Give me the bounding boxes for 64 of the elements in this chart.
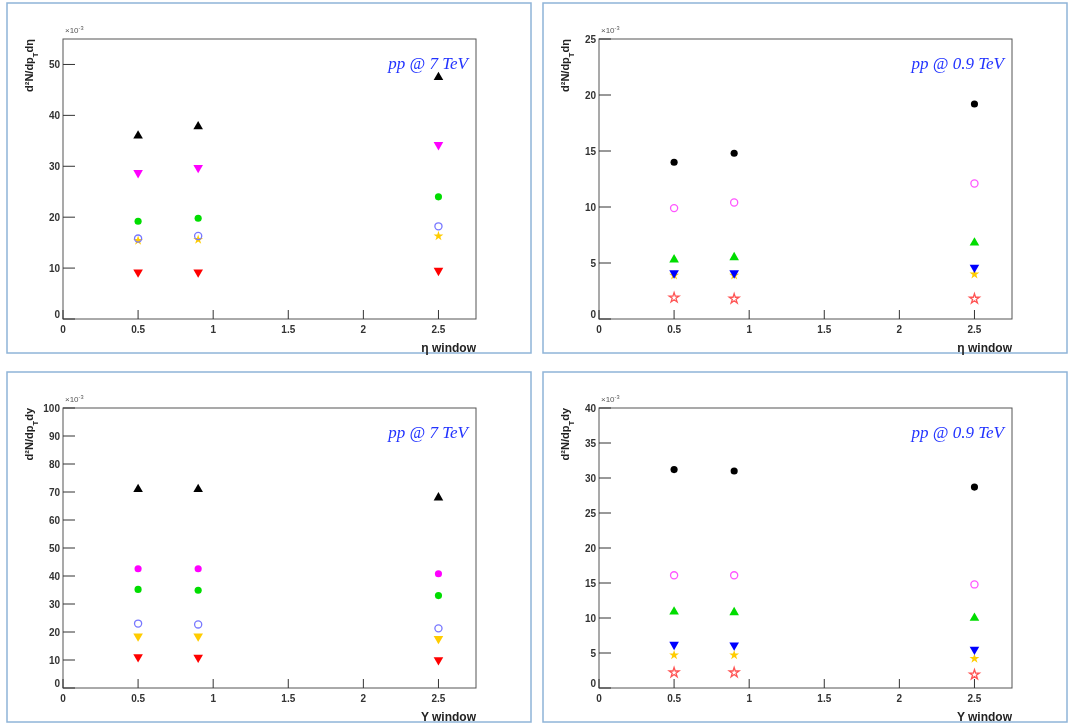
y-tick-label: 10 bbox=[584, 201, 597, 213]
x-tick-label: 1 bbox=[210, 693, 217, 704]
y-tick-label: 60 bbox=[48, 514, 61, 526]
x-tick-label: 1 bbox=[210, 324, 217, 335]
text: ×10$^{-3}$ bbox=[601, 25, 620, 35]
x-tick-label: 0.5 bbox=[131, 693, 146, 704]
y-tick-label: 40 bbox=[584, 402, 597, 414]
y-tick-label: 10 bbox=[584, 612, 597, 624]
text: ×10$^{-3}$ bbox=[601, 394, 620, 404]
annotation: pp @ 0.9 TeV bbox=[910, 423, 1007, 442]
y-tick-label: 100 bbox=[43, 402, 61, 414]
x-tick-label: 2 bbox=[360, 324, 367, 335]
x-tick-label: 2.5 bbox=[967, 324, 982, 335]
x-tick-label: 2 bbox=[360, 693, 367, 704]
y-tick-label: 50 bbox=[48, 542, 61, 554]
x-axis-title: Y window bbox=[420, 710, 477, 724]
y-tick-label: 30 bbox=[48, 160, 61, 172]
x-tick-label: 1 bbox=[746, 693, 753, 704]
x-tick-label: 1.5 bbox=[281, 693, 296, 704]
y-tick-label: 35 bbox=[584, 437, 597, 449]
y-tick-label: 0 bbox=[54, 678, 61, 689]
y-tick-label: 20 bbox=[48, 626, 61, 638]
y-tick-label: 5 bbox=[590, 647, 597, 659]
y-tick-label: 15 bbox=[584, 577, 597, 589]
x-tick-label: 1.5 bbox=[817, 324, 832, 335]
x-tick-label: 1.5 bbox=[281, 324, 296, 335]
x-axis-title: Y window bbox=[956, 710, 1013, 724]
y-tick-label: 20 bbox=[584, 542, 597, 554]
text: ×10$^{-3}$ bbox=[65, 394, 84, 404]
y-tick-label: 0 bbox=[590, 309, 597, 320]
y-tick-label: 15 bbox=[584, 145, 597, 157]
annotation: pp @ 0.9 TeV bbox=[910, 54, 1007, 73]
y-tick-label: 0 bbox=[54, 309, 61, 320]
y-tick-label: 30 bbox=[48, 598, 61, 610]
y-tick-label: 25 bbox=[584, 33, 597, 45]
y-tick-label: 30 bbox=[584, 472, 597, 484]
x-tick-label: 0.5 bbox=[667, 324, 682, 335]
y-tick-label: 0 bbox=[590, 678, 597, 689]
y-tick-label: 80 bbox=[48, 458, 61, 470]
annotation: pp @ 7 TeV bbox=[387, 54, 471, 73]
x-tick-label: 1 bbox=[746, 324, 753, 335]
y-tick-label: 50 bbox=[48, 58, 61, 70]
x-tick-label: 2.5 bbox=[967, 693, 982, 704]
y-tick-label: 90 bbox=[48, 430, 61, 442]
y-tick-label: 70 bbox=[48, 486, 61, 498]
annotation: pp @ 7 TeV bbox=[387, 423, 471, 442]
x-tick-label: 2 bbox=[896, 324, 903, 335]
y-tick-label: 10 bbox=[48, 654, 61, 666]
x-tick-label: 0.5 bbox=[667, 693, 682, 704]
y-tick-label: 10 bbox=[48, 262, 61, 274]
x-tick-label: 1.5 bbox=[817, 693, 832, 704]
y-tick-label: 20 bbox=[48, 211, 61, 223]
x-tick-label: 0.5 bbox=[131, 324, 146, 335]
y-tick-label: 5 bbox=[590, 257, 597, 269]
y-tick-label: 20 bbox=[584, 89, 597, 101]
y-tick-label: 25 bbox=[584, 507, 597, 519]
x-tick-label: 2.5 bbox=[431, 324, 446, 335]
x-axis-title: η window bbox=[957, 341, 1013, 355]
text: ×10$^{-3}$ bbox=[65, 25, 84, 35]
x-axis-title: η window bbox=[421, 341, 477, 355]
x-tick-label: 2 bbox=[896, 693, 903, 704]
x-tick-label: 2.5 bbox=[431, 693, 446, 704]
y-tick-label: 40 bbox=[48, 570, 61, 582]
y-tick-label: 40 bbox=[48, 109, 61, 121]
